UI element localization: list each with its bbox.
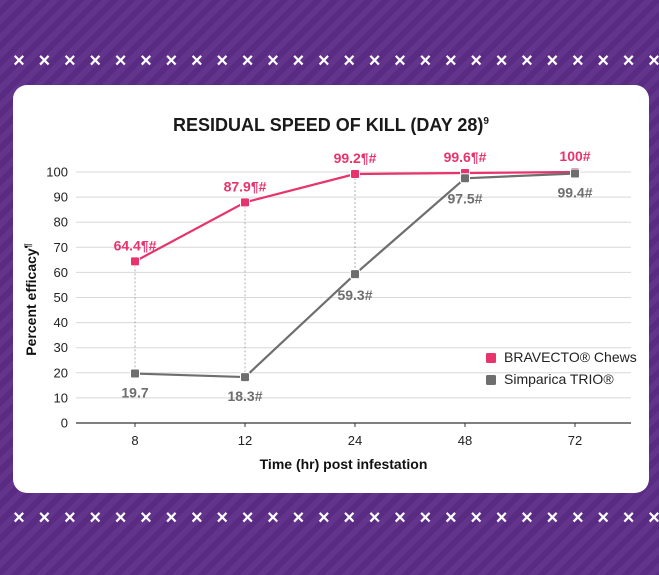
decorative-x-mark: × [394, 50, 406, 72]
data-label: 87.9¶# [224, 178, 267, 194]
decorative-x-mark: × [114, 50, 127, 72]
x-tick-label: 12 [238, 433, 252, 448]
data-label: 99.2¶# [334, 150, 377, 166]
decorative-x-mark: × [89, 50, 102, 72]
decorative-x-mark: × [419, 507, 432, 529]
decorative-x-mark: × [521, 50, 533, 72]
decorative-x-mark: × [495, 507, 508, 529]
decorative-x-mark: × [140, 507, 152, 529]
decorative-x-mark: × [444, 50, 457, 72]
data-point [240, 372, 250, 383]
legend-swatch [486, 353, 496, 363]
decorative-x-mark: × [165, 507, 178, 529]
decorative-x-mark: × [622, 50, 635, 72]
decorative-x-mark: × [63, 507, 76, 529]
data-label: 64.4¶# [114, 237, 157, 253]
data-point [130, 256, 140, 267]
decorative-x-mark: × [267, 50, 279, 72]
data-label: 19.7 [121, 385, 148, 401]
y-axis-title-footnote: ¶ [23, 243, 33, 248]
data-label: 97.5# [447, 190, 482, 206]
decorative-x-mark: × [597, 50, 610, 72]
x-tick-label: 8 [131, 433, 138, 448]
decorative-x-mark: × [38, 507, 51, 529]
decorative-x-mark: × [343, 507, 356, 529]
decorative-x-mark: × [343, 50, 356, 72]
decorative-x-mark: × [13, 50, 25, 72]
y-tick-label: 20 [54, 365, 68, 380]
decorative-x-mark: × [13, 507, 25, 529]
decorative-x-mark: × [648, 507, 659, 529]
decorative-x-mark: × [495, 50, 508, 72]
decorative-x-row-top: × × × × × × × × × × × × × × × × × × × × × × × × × × [0, 50, 659, 74]
decorative-x-mark: × [444, 507, 457, 529]
data-label: 99.6¶# [444, 149, 487, 165]
decorative-x-mark: × [470, 50, 483, 72]
decorative-x-mark: × [546, 50, 559, 72]
chart-title: RESIDUAL SPEED OF KILL (DAY 28)9 [173, 115, 489, 135]
decorative-x-mark: × [597, 507, 610, 529]
line-chart: 0 10 20 30 40 50 60 70 80 90 100 8 12 24 48 72 64.4¶# 87.… [23, 148, 637, 472]
decorative-x-mark: × [190, 50, 203, 72]
decorative-x-mark: × [267, 507, 279, 529]
y-tick-label: 30 [54, 340, 68, 355]
x-tick-label: 72 [568, 433, 582, 448]
decorative-x-mark: × [241, 507, 254, 529]
decorative-x-mark: × [317, 50, 330, 72]
y-tick-label: 60 [54, 265, 68, 280]
decorative-x-mark: × [63, 50, 76, 72]
decorative-x-mark: × [165, 50, 178, 72]
data-label: 100# [559, 148, 590, 164]
legend-swatch [486, 375, 496, 385]
data-label: 18.3# [227, 388, 262, 404]
decorative-x-mark: × [292, 50, 305, 72]
decorative-x-mark: × [368, 507, 381, 529]
y-tick-label: 80 [54, 215, 68, 230]
decorative-x-mark: × [521, 507, 533, 529]
data-point [240, 197, 250, 208]
data-point [350, 169, 360, 180]
decorative-x-mark: × [216, 507, 229, 529]
y-tick-label: 50 [54, 290, 68, 305]
y-tick-label: 0 [61, 416, 68, 431]
decorative-x-mark: × [622, 507, 635, 529]
decorative-x-mark: × [368, 50, 381, 72]
decorative-x-mark: × [546, 507, 559, 529]
y-tick-label: 90 [54, 190, 68, 205]
data-label: 99.4# [557, 185, 592, 201]
decorative-x-mark: × [571, 50, 584, 72]
data-point [460, 173, 470, 184]
chart-card: RESIDUAL SPEED OF KILL (DAY 28)9 0 10 20 30… [13, 85, 649, 493]
decorative-x-mark: × [38, 50, 51, 72]
x-axis-title: Time (hr) post infestation [260, 456, 428, 472]
x-tick-label: 48 [458, 433, 472, 448]
y-tick-label: 40 [54, 315, 68, 330]
y-tick-label: 100 [46, 165, 68, 180]
decorative-x-mark: × [419, 50, 432, 72]
decorative-x-mark: × [571, 507, 584, 529]
data-point [130, 368, 140, 379]
decorative-x-mark: × [394, 507, 406, 529]
decorative-x-mark: × [114, 507, 127, 529]
x-tick-label: 24 [348, 433, 362, 448]
decorative-x-row-bottom: × × × × × × × × × × × × × × × × × × × × × × × × × × [0, 507, 659, 531]
decorative-x-mark: × [648, 50, 659, 72]
decorative-x-mark: × [89, 507, 102, 529]
legend-label: Simparica TRIO® [504, 371, 614, 387]
data-point [570, 168, 580, 179]
y-tick-label: 10 [54, 390, 68, 405]
y-axis-title: Percent efficacy¶ [23, 243, 39, 355]
decorative-x-mark: × [241, 50, 254, 72]
decorative-x-mark: × [470, 507, 483, 529]
decorative-x-mark: × [140, 50, 152, 72]
legend-label: BRAVECTO® Chews [504, 349, 637, 365]
decorative-x-mark: × [317, 507, 330, 529]
decorative-x-mark: × [190, 507, 203, 529]
data-label: 59.3# [337, 287, 372, 303]
decorative-x-mark: × [216, 50, 229, 72]
data-point [350, 269, 360, 280]
y-tick-label: 70 [54, 240, 68, 255]
decorative-x-mark: × [292, 507, 305, 529]
